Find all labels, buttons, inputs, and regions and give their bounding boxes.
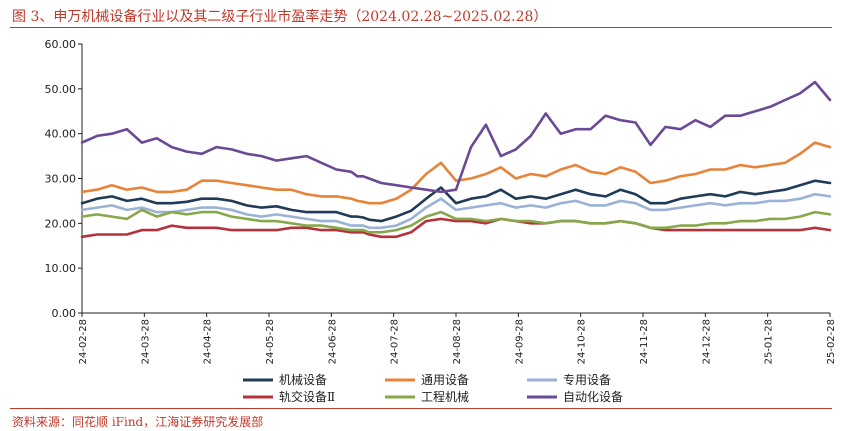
y-tick-label: 30.00 (45, 173, 77, 186)
legend-label: 机械设备 (279, 372, 327, 387)
series-line (80, 208, 832, 234)
y-tick-label: 50.00 (45, 83, 77, 96)
y-tick-label: 40.00 (45, 128, 77, 141)
x-tick-label: 24-04-28 (203, 319, 214, 364)
y-tick-label: 10.00 (45, 262, 77, 275)
series-line (80, 179, 832, 223)
x-tick-label: 24-10-28 (577, 319, 588, 364)
pe-ratio-line-chart: 0.00 10.00 20.00 30.00 40.00 50.00 60.00 24-02-… (45, 38, 838, 404)
x-tick-label: 24-09-28 (514, 319, 525, 364)
x-tick-label: 24-03-28 (140, 319, 151, 364)
chart-axes: 0.00 10.00 20.00 30.00 40.00 50.00 60.00 24-02-… (45, 38, 838, 364)
x-tick-label: 24-05-28 (265, 319, 276, 364)
source-note: 资料来源：同花顺 iFind，江海证券研究发展部 (12, 415, 264, 429)
x-tick-label: 24-06-28 (327, 319, 338, 364)
y-tick-label: 60.00 (45, 38, 77, 51)
x-tick-label: 24-07-28 (390, 319, 401, 364)
x-tick-label: 25-01-28 (764, 319, 775, 364)
x-tick-label: 24-11-28 (639, 319, 650, 364)
series-line (80, 217, 832, 239)
legend-label: 工程机械 (421, 389, 469, 404)
legend-label: 专用设备 (563, 372, 611, 387)
x-tick-label: 24-02-28 (78, 319, 89, 364)
y-tick-label: 20.00 (45, 217, 77, 230)
figure-title: 图 3、申万机械设备行业以及其二级子行业市盈率走势（2024.02.28~202… (12, 9, 548, 25)
series-line (80, 141, 832, 205)
x-tick-label: 24-12-28 (701, 319, 712, 364)
legend-label: 自动化设备 (563, 390, 623, 404)
x-tick-label: 25-02-28 (826, 319, 837, 364)
series-line (80, 192, 832, 230)
legend-label: 通用设备 (421, 373, 469, 387)
chart-series-lines (80, 80, 832, 239)
legend-label: 轨交设备Ⅱ (279, 389, 335, 404)
x-tick-label: 24-08-28 (452, 319, 463, 364)
source-divider (10, 408, 832, 409)
title-divider (10, 27, 832, 28)
series-line (80, 80, 832, 194)
y-tick-label: 0.00 (52, 307, 77, 320)
